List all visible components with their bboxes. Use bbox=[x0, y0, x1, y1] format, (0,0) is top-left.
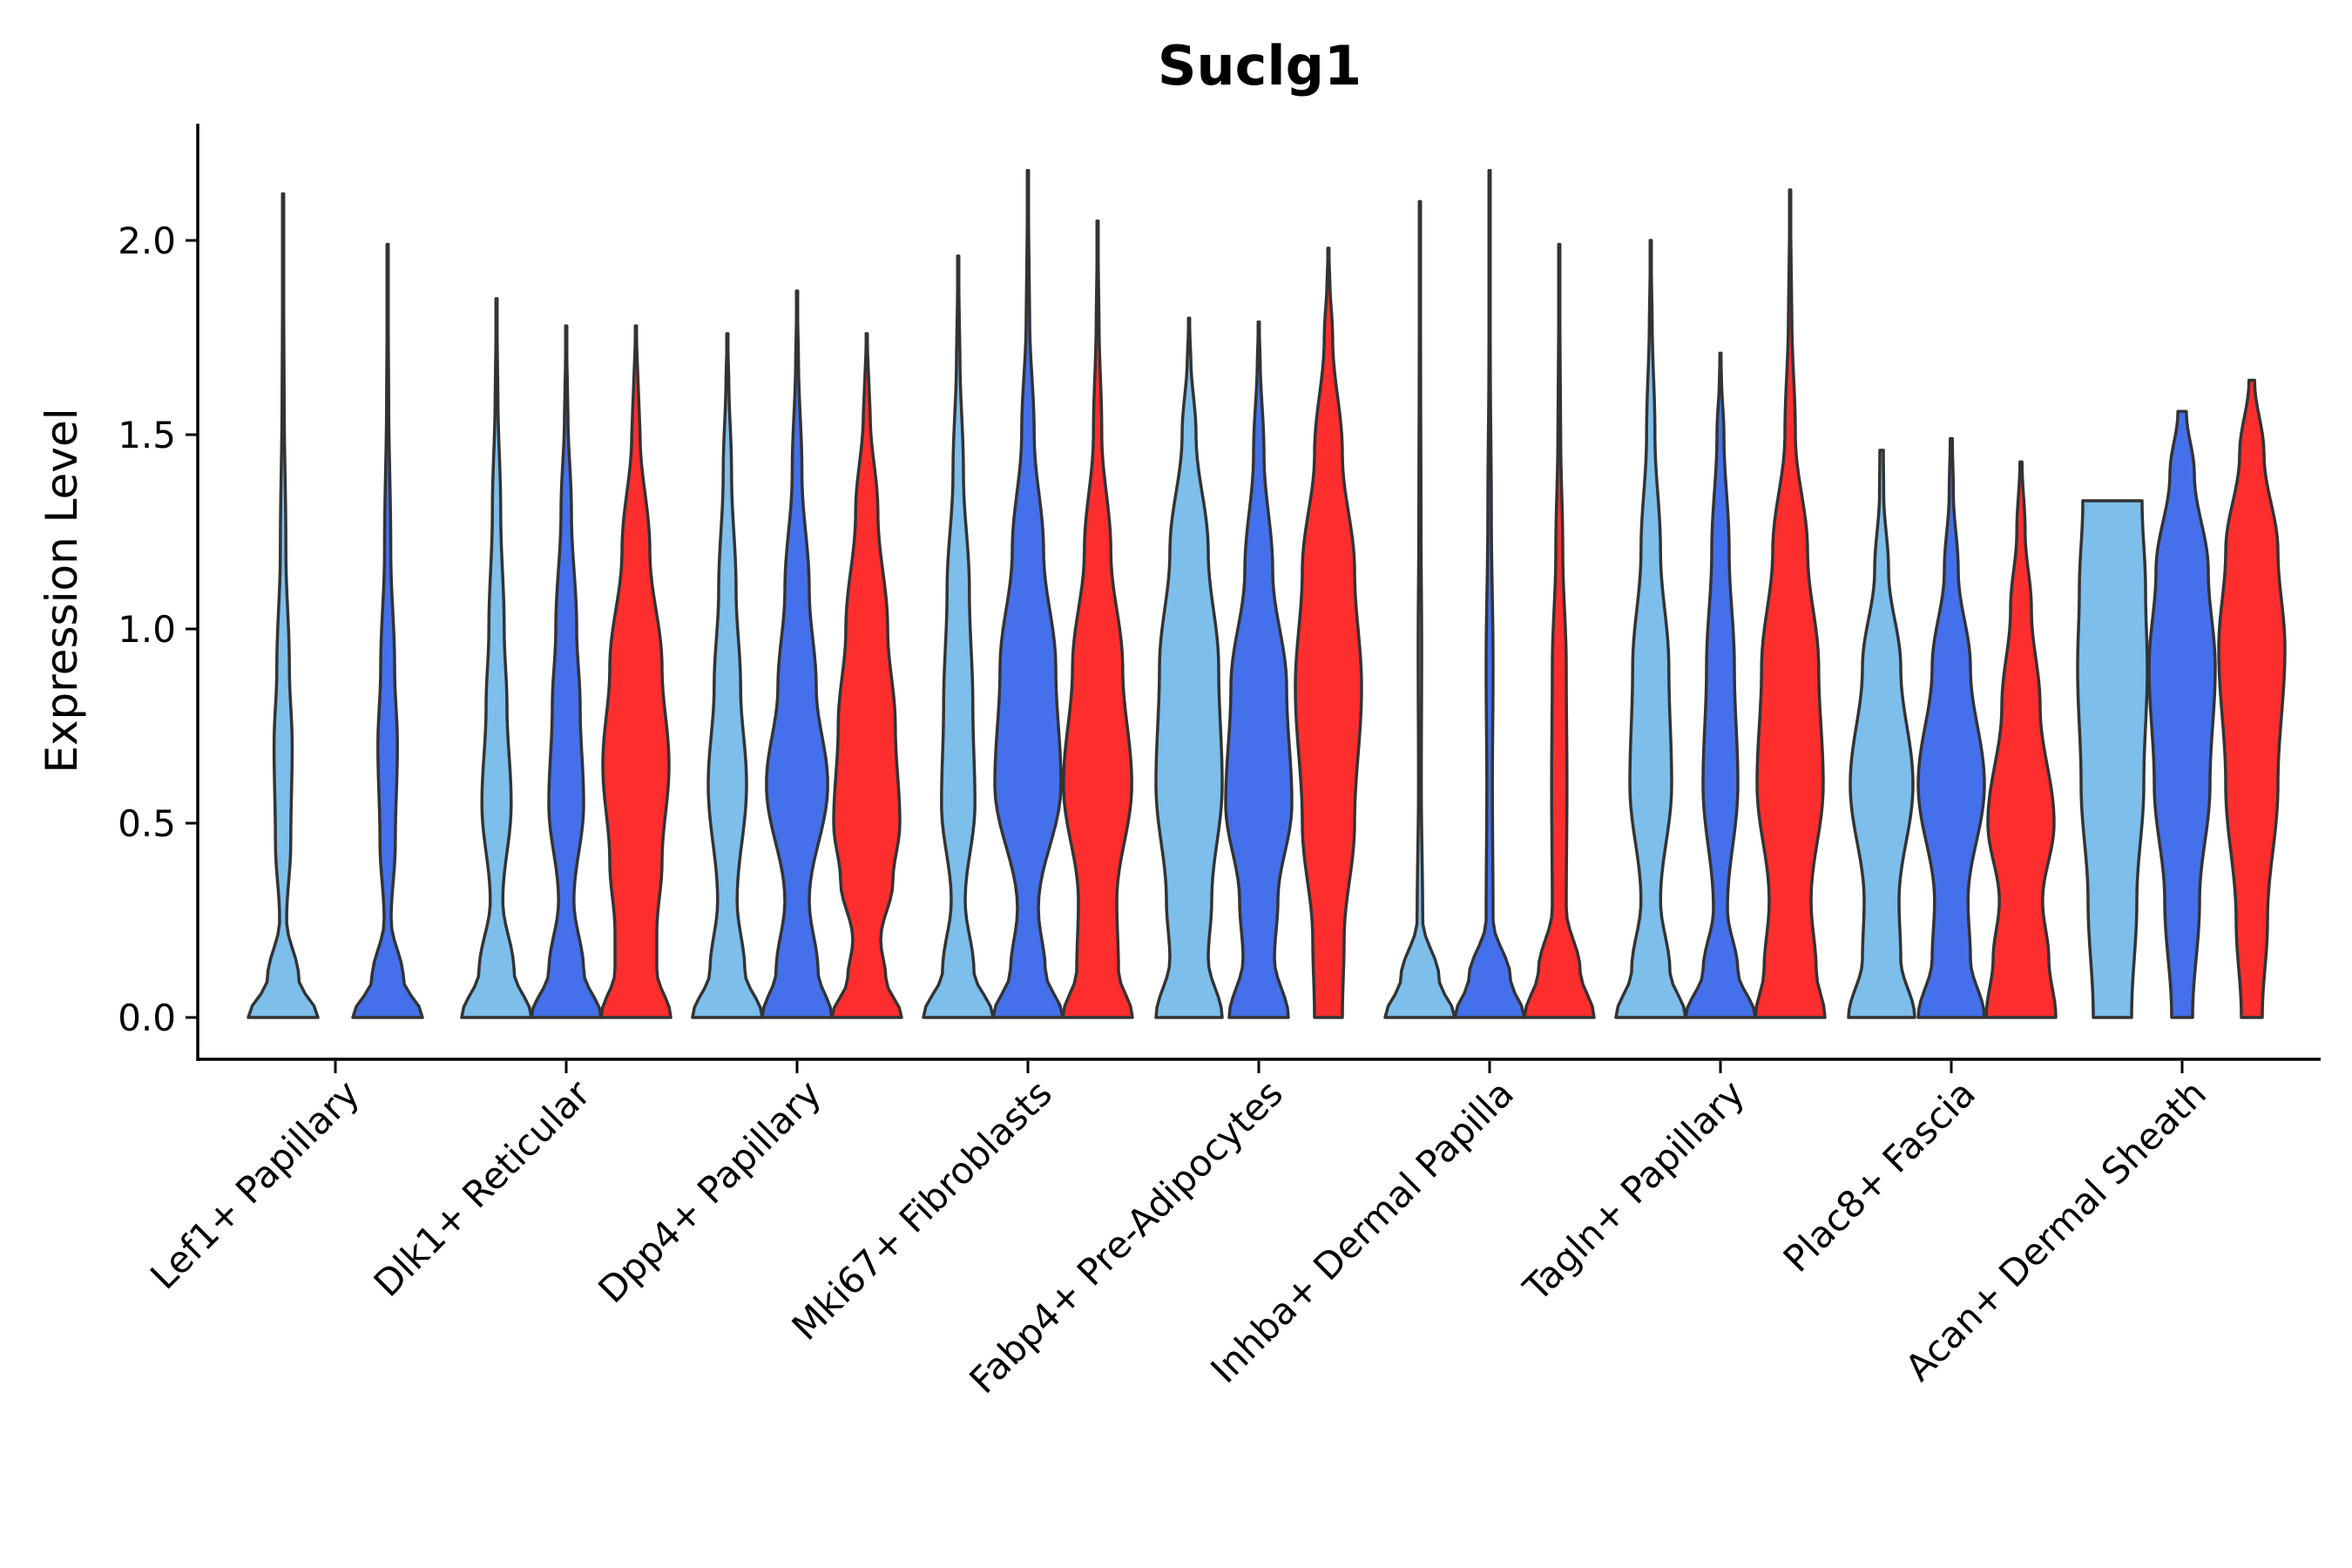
y-tick-label: 1.0 bbox=[118, 608, 176, 651]
violin-5-2 bbox=[1224, 320, 1294, 1019]
y-axis-label: Expression Level bbox=[37, 408, 87, 773]
violin-8-3 bbox=[1984, 460, 2058, 1019]
violin-5-3 bbox=[1294, 247, 1363, 1019]
y-axis-ticks: 0.0 0.5 1.0 1.5 2.0 bbox=[118, 220, 198, 1039]
x-tick-label: Tagln+ Papillary bbox=[1515, 1071, 1753, 1309]
violin-9-3 bbox=[2217, 378, 2287, 1019]
violin-3-3 bbox=[830, 332, 903, 1019]
x-tick-label: Plac8+ Fascia bbox=[1775, 1071, 1984, 1280]
y-tick-label: 1.5 bbox=[118, 414, 176, 456]
y-tick-label: 0.0 bbox=[118, 997, 176, 1039]
violin-6-3 bbox=[1523, 242, 1596, 1019]
violin-7-2 bbox=[1684, 351, 1757, 1019]
x-tick-label: Lef1+ Papillary bbox=[142, 1071, 368, 1297]
violin-4-3 bbox=[1061, 219, 1134, 1019]
violin-7-3 bbox=[1754, 188, 1827, 1019]
violin-9-2 bbox=[2147, 409, 2217, 1019]
violin-4-1 bbox=[922, 254, 995, 1019]
violin-1-2 bbox=[351, 242, 424, 1019]
x-tick-label: Mki67+ Fibroblasts bbox=[784, 1071, 1060, 1348]
violin-4-2 bbox=[991, 168, 1064, 1019]
violin-6-2 bbox=[1453, 168, 1526, 1019]
violin-8-1 bbox=[1847, 449, 1916, 1019]
violin-7-1 bbox=[1614, 239, 1687, 1019]
violin-2-3 bbox=[599, 324, 672, 1019]
violin-5-1 bbox=[1154, 316, 1224, 1019]
violin-8-2 bbox=[1916, 436, 1986, 1019]
violin-2-2 bbox=[530, 324, 603, 1019]
chart-title: Suclg1 bbox=[1158, 34, 1362, 98]
violin-1-1 bbox=[247, 192, 320, 1019]
violin-3-2 bbox=[760, 289, 834, 1019]
violin-2-1 bbox=[460, 297, 533, 1019]
y-tick-label: 0.5 bbox=[118, 802, 176, 845]
y-tick-label: 2.0 bbox=[118, 220, 176, 262]
violin-3-1 bbox=[691, 332, 764, 1019]
violin-6-1 bbox=[1383, 199, 1456, 1019]
violin-group bbox=[247, 168, 2287, 1019]
x-tick-label: Dlk1+ Reticular bbox=[366, 1071, 599, 1305]
violin-9-1 bbox=[2076, 499, 2149, 1019]
x-tick-label: Dpp4+ Papillary bbox=[590, 1071, 829, 1311]
